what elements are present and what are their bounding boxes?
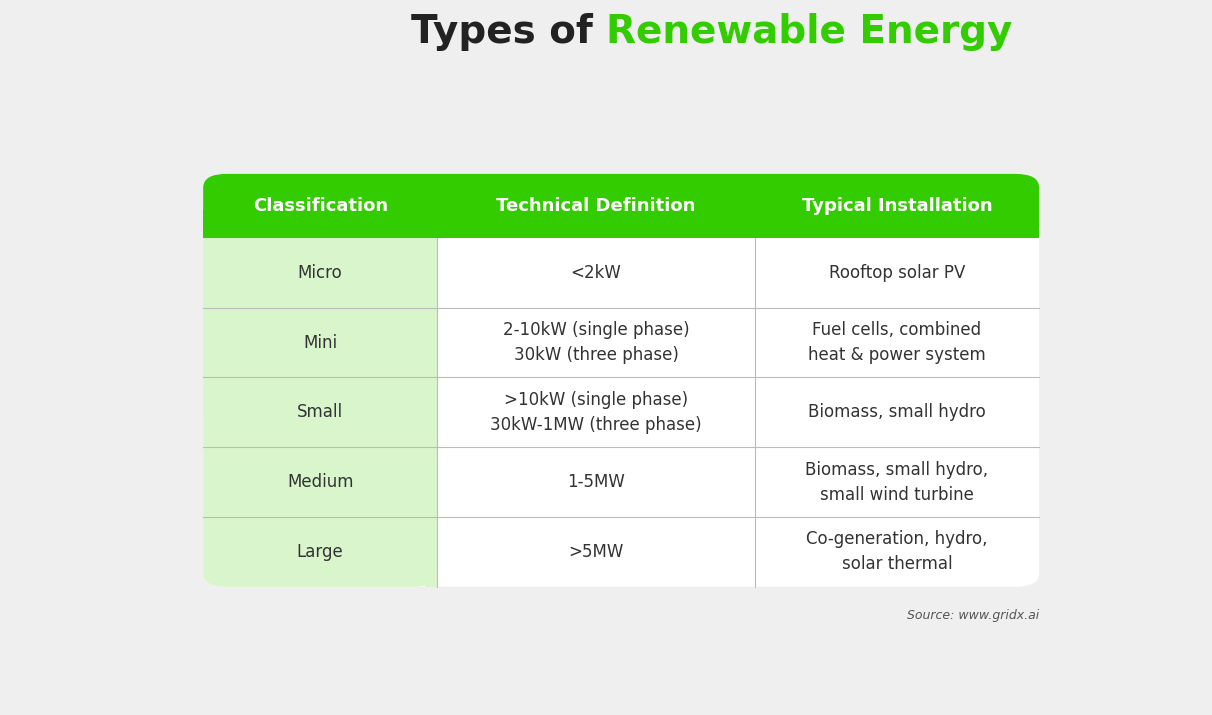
- FancyBboxPatch shape: [204, 174, 1039, 587]
- Text: >5MW: >5MW: [568, 543, 624, 561]
- Text: 2-10kW (single phase)
30kW (three phase): 2-10kW (single phase) 30kW (three phase): [503, 321, 690, 364]
- FancyBboxPatch shape: [204, 238, 438, 587]
- Text: Large: Large: [297, 543, 343, 561]
- Text: >10kW (single phase)
30kW-1MW (three phase): >10kW (single phase) 30kW-1MW (three pha…: [491, 391, 702, 434]
- Text: Classification: Classification: [252, 197, 388, 215]
- Bar: [425, 238, 438, 587]
- Text: Fuel cells, combined
heat & power system: Fuel cells, combined heat & power system: [808, 321, 985, 364]
- Text: Biomass, small hydro: Biomass, small hydro: [808, 403, 985, 421]
- Text: Types of: Types of: [411, 13, 606, 51]
- Text: Co-generation, hydro,
solar thermal: Co-generation, hydro, solar thermal: [806, 531, 988, 573]
- Text: Renewable Energy: Renewable Energy: [606, 13, 1012, 51]
- Text: Micro: Micro: [298, 264, 343, 282]
- Bar: [204, 209, 1039, 238]
- Text: Medium: Medium: [287, 473, 354, 491]
- Text: 1-5MW: 1-5MW: [567, 473, 625, 491]
- Bar: [204, 238, 438, 413]
- FancyBboxPatch shape: [204, 174, 1039, 238]
- Text: Typical Installation: Typical Installation: [801, 197, 993, 215]
- Text: Source: www.gridx.ai: Source: www.gridx.ai: [907, 609, 1039, 622]
- Text: Mini: Mini: [303, 334, 337, 352]
- Text: Biomass, small hydro,
small wind turbine: Biomass, small hydro, small wind turbine: [806, 460, 989, 503]
- Text: Rooftop solar PV: Rooftop solar PV: [829, 264, 965, 282]
- Text: Technical Definition: Technical Definition: [497, 197, 696, 215]
- Text: Small: Small: [297, 403, 343, 421]
- Text: <2kW: <2kW: [571, 264, 622, 282]
